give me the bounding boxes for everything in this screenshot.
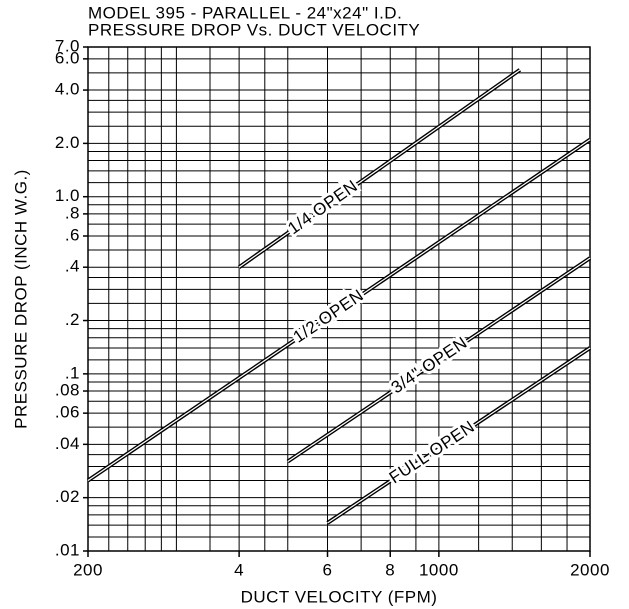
y-tick-label: 6.0 xyxy=(55,48,80,67)
y-tick-label: .02 xyxy=(55,487,80,506)
y-axis-label: PRESSURE DROP (INCH W.G.) xyxy=(11,169,30,429)
y-tick-label: .4 xyxy=(65,257,80,276)
y-tick-label: .08 xyxy=(55,381,80,400)
y-tick-label: 1.0 xyxy=(55,186,80,205)
y-tick-label: .04 xyxy=(55,434,80,453)
plot-border xyxy=(87,46,591,552)
x-tick-label: 6 xyxy=(323,560,333,579)
chart-subtitle: PRESSURE DROP Vs. DUCT VELOCITY xyxy=(88,20,420,39)
y-tick-label: 7.0 xyxy=(55,36,80,55)
y-tick-label: 4.0 xyxy=(55,80,80,99)
x-tick-label: 8 xyxy=(385,560,395,579)
y-tick-label: .6 xyxy=(65,225,80,244)
chart-title: MODEL 395 - PARALLEL - 24"x24" I.D. xyxy=(88,3,402,22)
x-tick-label: 200 xyxy=(73,560,103,579)
series-line xyxy=(287,257,591,463)
y-tick-label: .01 xyxy=(55,540,80,559)
x-axis-label: DUCT VELOCITY (FPM) xyxy=(241,587,438,606)
x-tick-label: 4 xyxy=(234,560,244,579)
y-tick-label: .8 xyxy=(65,203,80,222)
series-label: 1/4 OPEN xyxy=(284,176,361,238)
series-label: 3/4" OPEN xyxy=(388,333,471,397)
x-tick-label: 2000 xyxy=(570,560,610,579)
y-tick-label: .2 xyxy=(65,310,80,329)
y-tick-label: .1 xyxy=(65,363,80,382)
series-line xyxy=(327,347,591,524)
series-line xyxy=(87,139,591,482)
y-tick-label: .06 xyxy=(55,403,80,422)
y-tick-label: 2.0 xyxy=(55,133,80,152)
series-line xyxy=(238,69,521,268)
x-tick-label: 1000 xyxy=(419,560,459,579)
